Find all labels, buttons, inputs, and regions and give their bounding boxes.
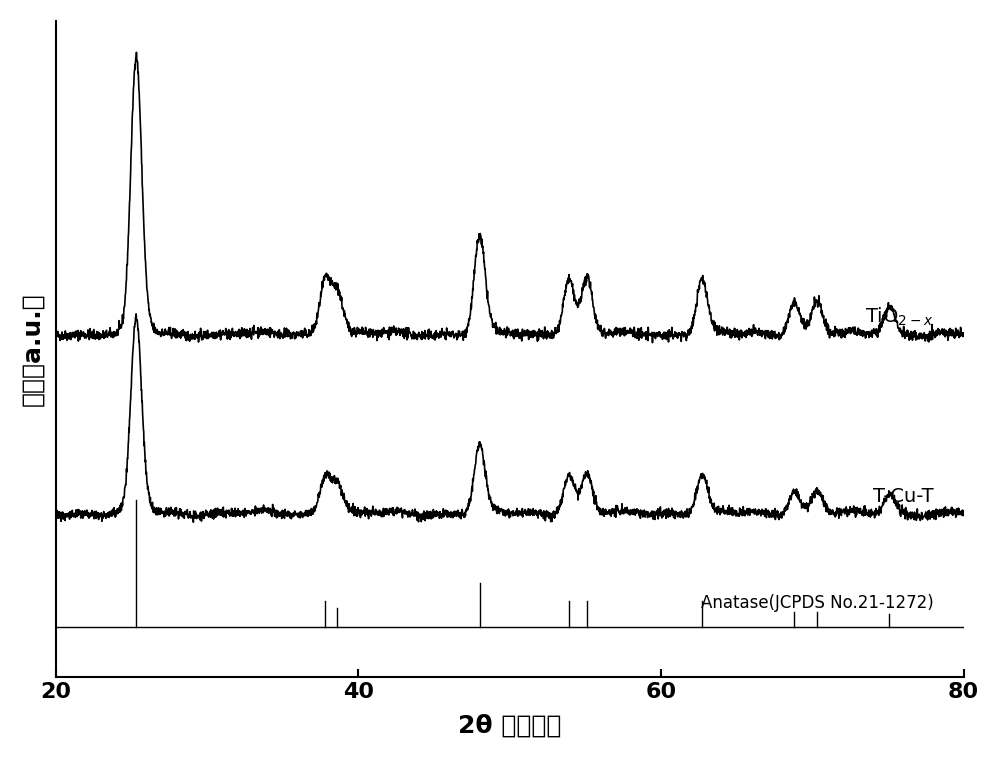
X-axis label: 2θ （角度）: 2θ （角度） (458, 713, 561, 738)
Text: TiO$_{2-x}$: TiO$_{2-x}$ (865, 306, 933, 328)
Y-axis label: 强度（a.u.）: 强度（a.u.） (21, 292, 45, 406)
Text: T-Cu-T: T-Cu-T (873, 487, 933, 506)
Text: Anatase(JCPDS No.21-1272): Anatase(JCPDS No.21-1272) (701, 594, 933, 612)
